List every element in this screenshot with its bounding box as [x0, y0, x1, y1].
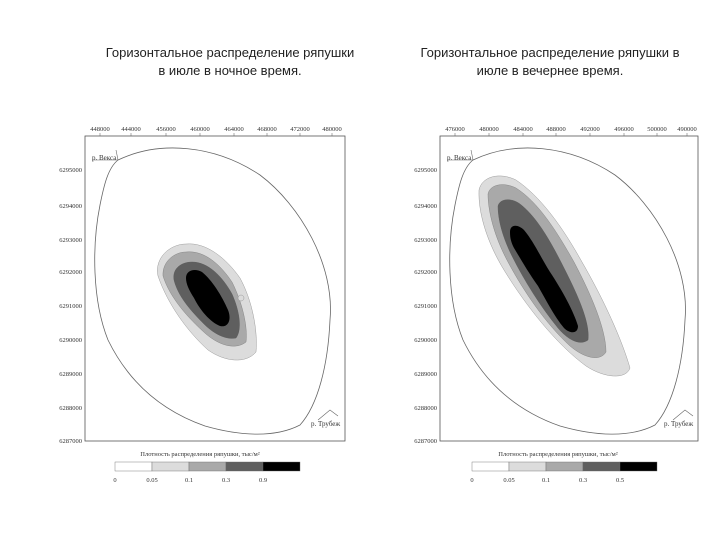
map-evening-y-ticks: 6295000 6294000 6293000 6292000 6291000 … — [414, 167, 437, 445]
river-vexa — [92, 149, 119, 161]
legend-swatch — [582, 461, 621, 472]
legend-label: 0.3 — [579, 477, 587, 484]
y-tick-label: 6295000 — [59, 167, 82, 174]
y-tick-label: 6290000 — [59, 337, 82, 344]
legend-swatch — [114, 461, 153, 472]
y-tick-label: 6288000 — [59, 405, 82, 412]
map-night-x-ticks: 448000 444000 456000 460000 464000 46800… — [90, 126, 342, 136]
place-label-trubezh: р. Трубеж — [664, 420, 693, 428]
legend-swatch — [545, 461, 584, 472]
map-title-night-line1: Горизонтальное распределение ряпушки — [105, 45, 355, 60]
map-night-y-ticks: 6295000 6294000 6293000 6292000 6291000 … — [59, 167, 82, 445]
y-tick-label: 6287000 — [59, 438, 82, 445]
map-title-night-line2: в июле в ночное время. — [158, 63, 302, 78]
river-trubezh — [672, 409, 694, 421]
legend-label: 0 — [113, 477, 116, 484]
river-trubezh — [317, 409, 339, 421]
map-night-frame — [84, 135, 346, 442]
legend-label: 0.1 — [542, 477, 550, 484]
legend-title: Плотность распределения ряпушки, тыс/м² — [498, 451, 617, 458]
legend-swatch — [262, 461, 301, 472]
map-title-evening: Горизонтальное распределение ряпушки в и… — [400, 44, 700, 80]
y-tick-label: 6295000 — [414, 167, 437, 174]
place-label-vexa: р. Векса — [92, 154, 117, 162]
x-tick-label: 460000 — [190, 126, 210, 133]
legend-swatch — [188, 461, 227, 472]
x-tick-label: 500000 — [647, 126, 667, 133]
y-tick-label: 6292000 — [59, 269, 82, 276]
y-tick-label: 6294000 — [414, 203, 437, 210]
y-tick-label: 6294000 — [59, 203, 82, 210]
y-tick-label: 6289000 — [59, 371, 82, 378]
y-tick-label: 6293000 — [59, 237, 82, 244]
legend-evening: 0 0.05 0.1 0.3 0.5 — [470, 461, 658, 484]
density-zone-max — [186, 270, 230, 327]
legend-label: 0.05 — [503, 477, 514, 484]
density-patch — [237, 294, 245, 302]
x-tick-label: 448000 — [90, 126, 110, 133]
map-title-evening-line1: Горизонтальное распределение ряпушки в — [420, 45, 680, 60]
map-title-evening-line2: июле в вечернее время. — [476, 63, 624, 78]
y-tick-label: 6293000 — [414, 237, 437, 244]
legend-swatch — [619, 461, 658, 472]
y-tick-label: 6290000 — [414, 337, 437, 344]
x-tick-label: 490000 — [677, 126, 697, 133]
map-evening-frame — [439, 135, 699, 442]
x-tick-label: 488000 — [546, 126, 566, 133]
x-tick-label: 496000 — [614, 126, 634, 133]
map-night: 448000 444000 456000 460000 464000 46800… — [59, 126, 346, 484]
legend-label: 0.05 — [146, 477, 157, 484]
y-tick-label: 6291000 — [59, 303, 82, 310]
place-label-vexa: р. Векса — [447, 154, 472, 162]
legend-label: 0.1 — [185, 477, 193, 484]
x-tick-label: 456000 — [156, 126, 176, 133]
legend-label: 0.5 — [616, 477, 624, 484]
legend-swatch — [471, 461, 510, 472]
x-tick-label: 480000 — [322, 126, 342, 133]
legend-title: Плотность распределения ряпушки, тыс/м² — [140, 451, 259, 458]
x-tick-label: 444000 — [121, 126, 141, 133]
map-evening-x-ticks: 476000 480000 484000 488000 492000 49600… — [445, 126, 697, 136]
y-tick-label: 6287000 — [414, 438, 437, 445]
x-tick-label: 484000 — [513, 126, 533, 133]
place-label-trubezh: р. Трубеж — [311, 420, 340, 428]
x-tick-label: 476000 — [445, 126, 465, 133]
x-tick-label: 468000 — [257, 126, 277, 133]
y-tick-label: 6292000 — [414, 269, 437, 276]
x-tick-label: 464000 — [224, 126, 244, 133]
x-tick-label: 492000 — [580, 126, 600, 133]
legend-label: 0.3 — [222, 477, 230, 484]
y-tick-label: 6289000 — [414, 371, 437, 378]
map-evening: 476000 480000 484000 488000 492000 49600… — [414, 126, 699, 484]
y-tick-label: 6288000 — [414, 405, 437, 412]
legend-swatch — [508, 461, 547, 472]
legend-swatch — [151, 461, 190, 472]
legend-swatch — [225, 461, 264, 472]
x-tick-label: 472000 — [290, 126, 310, 133]
density-zone-max — [510, 225, 578, 333]
legend-night: 0 0.05 0.1 0.3 0.9 — [113, 461, 301, 484]
x-tick-label: 480000 — [479, 126, 499, 133]
legend-label: 0 — [470, 477, 473, 484]
y-tick-label: 6291000 — [414, 303, 437, 310]
map-title-night: Горизонтальное распределение ряпушки в и… — [80, 44, 380, 80]
legend-label: 0.9 — [259, 477, 267, 484]
river-vexa — [447, 149, 474, 161]
